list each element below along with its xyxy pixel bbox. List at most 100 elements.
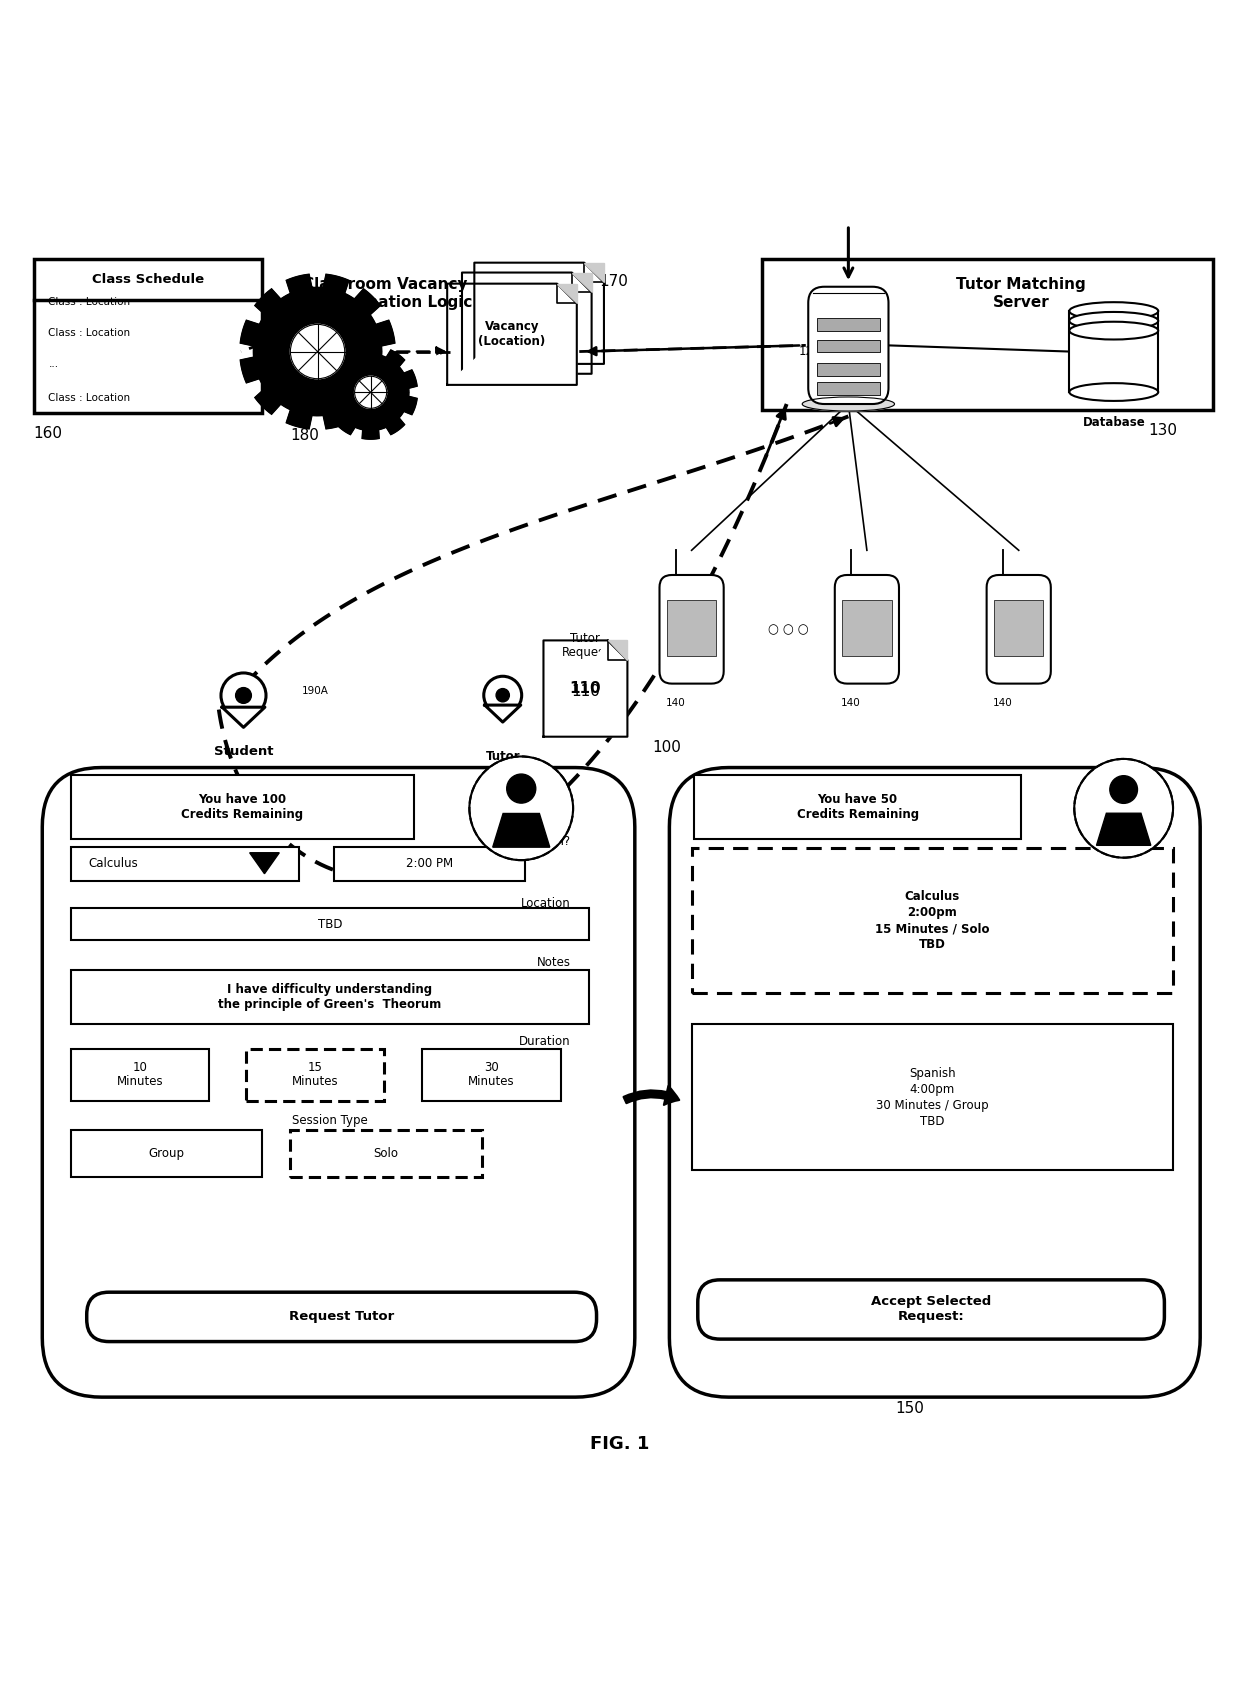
- Text: Vacancy
(Location): Vacancy (Location): [479, 320, 546, 349]
- Bar: [71, 971, 589, 1024]
- Text: Database: Database: [1083, 416, 1146, 429]
- Text: Session Type: Session Type: [293, 1114, 368, 1127]
- Bar: [71, 1131, 262, 1177]
- Text: 2:00 PM: 2:00 PM: [405, 857, 453, 870]
- Text: Class : Location: Class : Location: [48, 329, 130, 337]
- Text: 130: 130: [1148, 422, 1177, 438]
- Text: Tutor
Request: Tutor Request: [562, 632, 609, 659]
- FancyBboxPatch shape: [42, 768, 635, 1396]
- Polygon shape: [485, 705, 521, 722]
- Polygon shape: [475, 262, 604, 364]
- Bar: [817, 363, 879, 376]
- Text: Calculus
2:00pm
15 Minutes / Solo
TBD: Calculus 2:00pm 15 Minutes / Solo TBD: [875, 891, 990, 952]
- Polygon shape: [608, 640, 627, 661]
- FancyBboxPatch shape: [87, 1293, 596, 1342]
- Bar: [423, 1049, 560, 1100]
- Text: Notes: Notes: [537, 955, 570, 969]
- Text: ...: ...: [48, 359, 58, 370]
- Text: 180: 180: [290, 427, 320, 443]
- Text: FIG. 1: FIG. 1: [590, 1436, 650, 1453]
- FancyBboxPatch shape: [835, 576, 899, 683]
- FancyBboxPatch shape: [987, 576, 1050, 683]
- Circle shape: [1074, 760, 1173, 858]
- Bar: [334, 846, 525, 880]
- Bar: [33, 259, 262, 414]
- Text: When?: When?: [531, 834, 570, 848]
- FancyBboxPatch shape: [660, 576, 724, 683]
- Polygon shape: [241, 274, 394, 429]
- Text: Class Schedule: Class Schedule: [92, 274, 203, 286]
- Polygon shape: [249, 853, 279, 874]
- Text: 170: 170: [599, 274, 629, 290]
- Polygon shape: [463, 272, 591, 373]
- Bar: [761, 259, 1213, 409]
- Ellipse shape: [1069, 301, 1158, 320]
- Polygon shape: [572, 272, 591, 293]
- Text: Group: Group: [149, 1148, 185, 1160]
- Text: 30
Minutes: 30 Minutes: [469, 1061, 515, 1088]
- Bar: [692, 1024, 1173, 1170]
- FancyBboxPatch shape: [670, 768, 1200, 1396]
- Text: Location: Location: [521, 897, 570, 909]
- Text: Request Tutor: Request Tutor: [289, 1310, 394, 1323]
- Text: You have 50
Credits Remaining: You have 50 Credits Remaining: [796, 794, 919, 821]
- Bar: [842, 599, 892, 656]
- Text: Duration: Duration: [520, 1035, 570, 1047]
- Circle shape: [355, 376, 387, 409]
- Text: TBD: TBD: [317, 918, 342, 932]
- Ellipse shape: [1069, 322, 1158, 339]
- Text: 120: 120: [799, 346, 821, 358]
- Text: 150: 150: [895, 1402, 925, 1415]
- Ellipse shape: [1069, 312, 1158, 330]
- Text: Tutor
190B: Tutor 190B: [485, 751, 520, 778]
- Bar: [817, 381, 879, 395]
- Text: Calculus: Calculus: [88, 857, 138, 870]
- Polygon shape: [584, 262, 604, 283]
- Text: 140: 140: [993, 698, 1013, 708]
- Text: 110: 110: [569, 681, 601, 697]
- Bar: [667, 599, 717, 656]
- Bar: [817, 318, 879, 332]
- Polygon shape: [448, 284, 577, 385]
- FancyArrowPatch shape: [624, 1087, 680, 1105]
- Text: Class : Location: Class : Location: [48, 296, 130, 307]
- Bar: [817, 339, 879, 353]
- Bar: [71, 908, 589, 940]
- Text: You have 100
Credits Remaining: You have 100 Credits Remaining: [181, 794, 304, 821]
- FancyBboxPatch shape: [698, 1281, 1164, 1339]
- Circle shape: [236, 688, 252, 703]
- Ellipse shape: [802, 397, 894, 410]
- FancyBboxPatch shape: [808, 286, 889, 404]
- Bar: [71, 846, 299, 880]
- Text: 10
Minutes: 10 Minutes: [117, 1061, 164, 1088]
- Text: Solo: Solo: [373, 1148, 398, 1160]
- Bar: [994, 599, 1043, 656]
- Bar: [1069, 312, 1158, 392]
- Polygon shape: [557, 284, 577, 303]
- Bar: [290, 1131, 482, 1177]
- Bar: [71, 1049, 208, 1100]
- Text: Spanish
4:00pm
30 Minutes / Group
TBD: Spanish 4:00pm 30 Minutes / Group TBD: [875, 1066, 988, 1127]
- Text: I have difficulty understanding
the principle of Green's  Theorum: I have difficulty understanding the prin…: [218, 983, 441, 1012]
- Text: Accept Selected
Request:: Accept Selected Request:: [870, 1296, 991, 1323]
- Text: 110: 110: [570, 683, 600, 698]
- Polygon shape: [324, 346, 417, 439]
- Polygon shape: [543, 640, 627, 737]
- Bar: [71, 775, 414, 840]
- Circle shape: [1110, 775, 1137, 804]
- Bar: [692, 848, 1173, 993]
- Circle shape: [221, 673, 267, 719]
- Text: Student: Student: [213, 746, 273, 758]
- Bar: [246, 1049, 384, 1100]
- Text: Class : Location: Class : Location: [48, 393, 130, 404]
- Text: 160: 160: [33, 426, 63, 441]
- Text: 140: 140: [841, 698, 861, 708]
- Text: ○ ○ ○: ○ ○ ○: [768, 623, 808, 635]
- Circle shape: [496, 688, 510, 702]
- Bar: [694, 775, 1022, 840]
- Ellipse shape: [1069, 383, 1158, 400]
- Polygon shape: [1096, 814, 1151, 845]
- Text: 100: 100: [652, 741, 681, 756]
- Text: 190A: 190A: [301, 686, 329, 697]
- Circle shape: [470, 756, 573, 860]
